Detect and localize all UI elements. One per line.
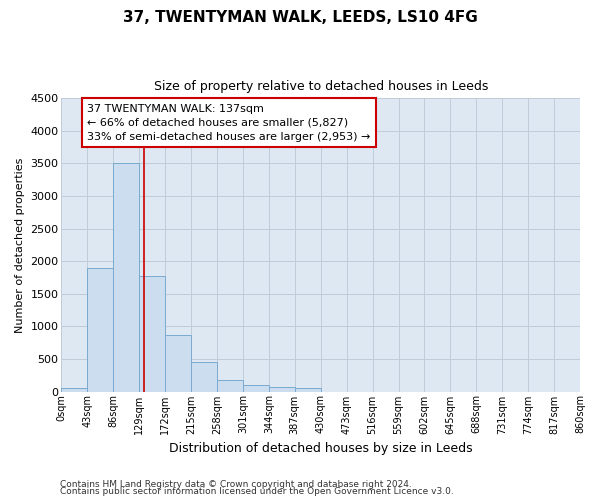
Bar xyxy=(295,388,321,392)
Bar xyxy=(269,388,295,392)
Bar xyxy=(113,164,139,392)
Bar xyxy=(191,362,217,392)
Bar xyxy=(88,268,113,392)
Text: 37 TWENTYMAN WALK: 137sqm
← 66% of detached houses are smaller (5,827)
33% of se: 37 TWENTYMAN WALK: 137sqm ← 66% of detac… xyxy=(88,104,371,142)
Y-axis label: Number of detached properties: Number of detached properties xyxy=(15,157,25,332)
Bar xyxy=(243,386,269,392)
Text: Contains public sector information licensed under the Open Government Licence v3: Contains public sector information licen… xyxy=(60,487,454,496)
Title: Size of property relative to detached houses in Leeds: Size of property relative to detached ho… xyxy=(154,80,488,93)
Bar xyxy=(61,388,88,392)
Text: Contains HM Land Registry data © Crown copyright and database right 2024.: Contains HM Land Registry data © Crown c… xyxy=(60,480,412,489)
Bar xyxy=(165,336,191,392)
X-axis label: Distribution of detached houses by size in Leeds: Distribution of detached houses by size … xyxy=(169,442,473,455)
Text: 37, TWENTYMAN WALK, LEEDS, LS10 4FG: 37, TWENTYMAN WALK, LEEDS, LS10 4FG xyxy=(122,10,478,25)
Bar xyxy=(217,380,243,392)
Bar xyxy=(139,276,165,392)
